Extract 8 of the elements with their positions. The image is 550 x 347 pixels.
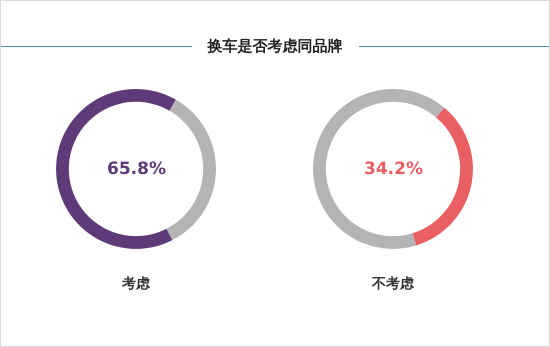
text: 65.8% <box>107 159 166 179</box>
text: 不考虑 <box>371 276 415 292</box>
donut-slice <box>56 89 176 249</box>
text: 34.2% <box>364 159 423 179</box>
donut-slice <box>313 89 444 249</box>
donut-slice <box>166 100 216 240</box>
text: 换车是否考虑同品牌 <box>206 36 344 56</box>
text: 考虑 <box>121 276 151 292</box>
